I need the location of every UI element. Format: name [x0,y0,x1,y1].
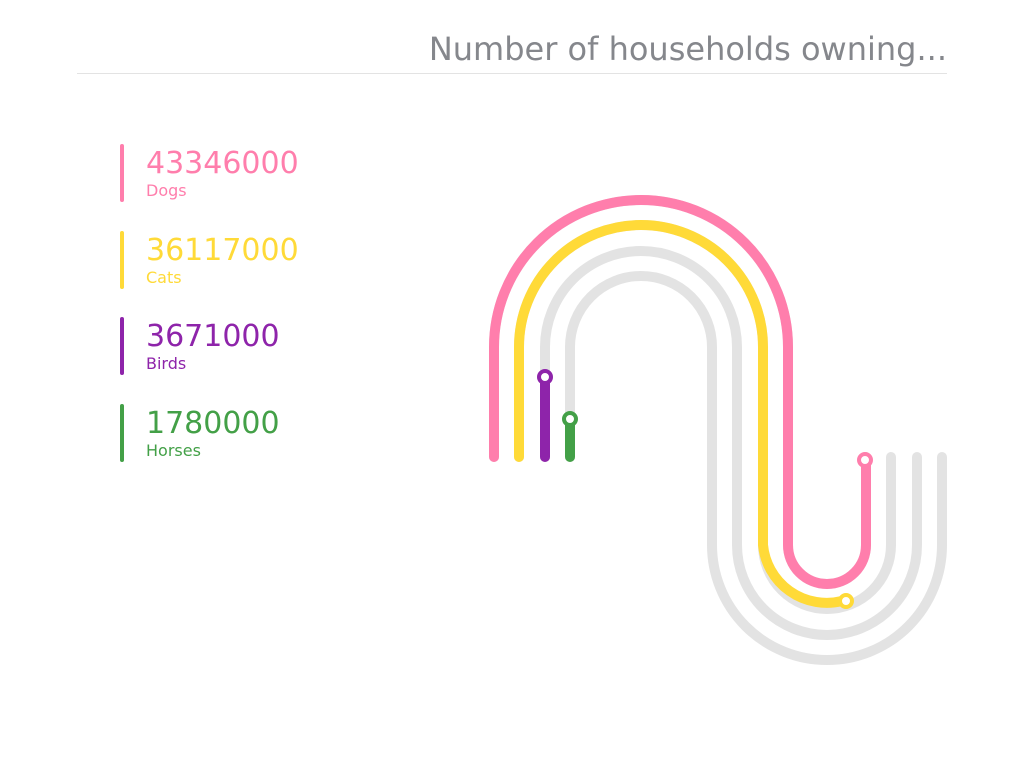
bar-dogs[interactable] [489,195,871,589]
end-marker-dogs [857,452,873,468]
legend-label-horses: Horses [146,440,201,460]
track-horses [565,271,947,665]
end-marker-cats [838,593,854,609]
chart-title: Number of households owning... [428,30,947,68]
legend-label-dogs: Dogs [146,181,187,200]
end-marker-birds [537,369,553,385]
end-marker-horses [562,411,578,427]
legend-value-horses: 1780000 [146,405,280,441]
legend-bar-horses [120,403,124,462]
track-birds [540,246,922,640]
legend-bar-birds [120,317,124,375]
legend-value-cats: 36117000 [146,232,299,268]
legend-label-cats: Cats [146,267,182,287]
legend-value-birds: 3671000 [146,319,280,354]
legend-bar-dogs [120,144,124,202]
legend-bar-cats [120,230,124,289]
legend-label-birds: Birds [146,354,187,373]
legend-value-dogs: 43346000 [146,146,299,181]
title-divider [77,73,947,74]
bar-cats[interactable] [514,220,847,608]
